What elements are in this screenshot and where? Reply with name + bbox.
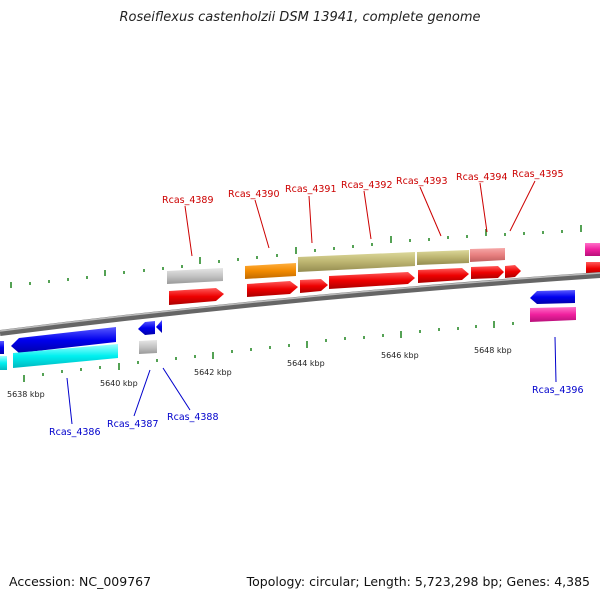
gene-arrow-forward[interactable] [505,265,521,278]
gene-arrow-forward[interactable] [169,288,224,305]
forward-strand-genes [167,243,600,305]
reverse-strand-genes [0,290,576,370]
label-leader-line [308,195,313,244]
kbp-label: 5642 kbp [194,368,232,377]
gene-label-rcas-4392[interactable]: Rcas_4392 [341,180,393,191]
gene-category-bar [0,356,7,370]
label-leader-line [419,186,442,237]
label-leader-line [133,369,151,417]
label-leader-line [479,182,488,233]
gene-label-rcas-4387[interactable]: Rcas_4387 [107,419,159,430]
kbp-label: 5640 kbp [100,379,138,388]
gene-label-rcas-4393[interactable]: Rcas_4393 [396,176,448,187]
gene-arrow-reverse[interactable] [11,327,116,353]
gene-arrow-reverse[interactable] [0,341,4,354]
gene-category-bar [245,263,296,279]
gene-label-rcas-4390[interactable]: Rcas_4390 [228,189,280,200]
label-leader-line [184,205,193,257]
label-leader-line [162,367,191,411]
gene-arrow-reverse[interactable] [156,320,162,333]
gene-category-bar [167,268,223,284]
gene-arrow-reverse[interactable] [530,290,575,304]
gene-category-bar [585,243,600,256]
kbp-label: 5648 kbp [474,346,512,355]
gene-label-rcas-4394[interactable]: Rcas_4394 [456,172,508,183]
gene-arrow-forward[interactable] [586,262,600,275]
map-title: Roseiflexus castenholzii DSM 13941, comp… [119,10,481,25]
label-leader-line [509,180,536,232]
gene-arrow-forward[interactable] [329,272,415,289]
label-leader-line [66,377,73,425]
gene-arrow-forward[interactable] [418,268,469,283]
kbp-label: 5644 kbp [287,359,325,368]
forward-gene-labels: Rcas_4389 Rcas_4390 Rcas_4391 Rcas_4392 … [162,169,564,257]
accession-text: Accession: NC_009767 [9,574,152,589]
reverse-gene-labels: Rcas_4386 Rcas_4387 Rcas_4388 Rcas_4396 [49,336,584,438]
topology-text: Topology: circular; Length: 5,723,298 bp… [246,574,590,589]
gene-arrow-forward[interactable] [471,266,504,279]
gene-category-bar [139,340,157,354]
gene-label-rcas-4389[interactable]: Rcas_4389 [162,195,214,206]
gene-category-bar [530,307,576,322]
gene-category-bar [13,344,118,368]
gene-label-rcas-4395[interactable]: Rcas_4395 [512,169,564,180]
inner-tick-row [23,321,514,382]
gene-arrow-forward[interactable] [247,281,298,297]
outer-tick-row [10,225,582,288]
gene-category-bar [298,252,415,272]
gene-label-rcas-4388[interactable]: Rcas_4388 [167,412,219,423]
label-leader-line [554,336,557,383]
kbp-label: 5638 kbp [7,390,45,399]
gene-label-rcas-4391[interactable]: Rcas_4391 [285,184,337,195]
gene-arrow-reverse[interactable] [138,321,155,335]
kbp-label: 5646 kbp [381,351,419,360]
kbp-labels: 5638 kbp 5640 kbp 5642 kbp 5644 kbp 5646… [7,346,512,399]
gene-arrow-forward[interactable] [300,279,328,293]
label-leader-line [254,199,270,249]
genome-backbone [0,272,600,336]
gene-label-rcas-4386[interactable]: Rcas_4386 [49,427,101,438]
gene-category-bar [417,250,469,265]
gene-category-bar [470,248,505,262]
genome-backbone-highlight [0,272,600,332]
gene-label-rcas-4396[interactable]: Rcas_4396 [532,385,584,396]
label-leader-line [363,190,372,240]
